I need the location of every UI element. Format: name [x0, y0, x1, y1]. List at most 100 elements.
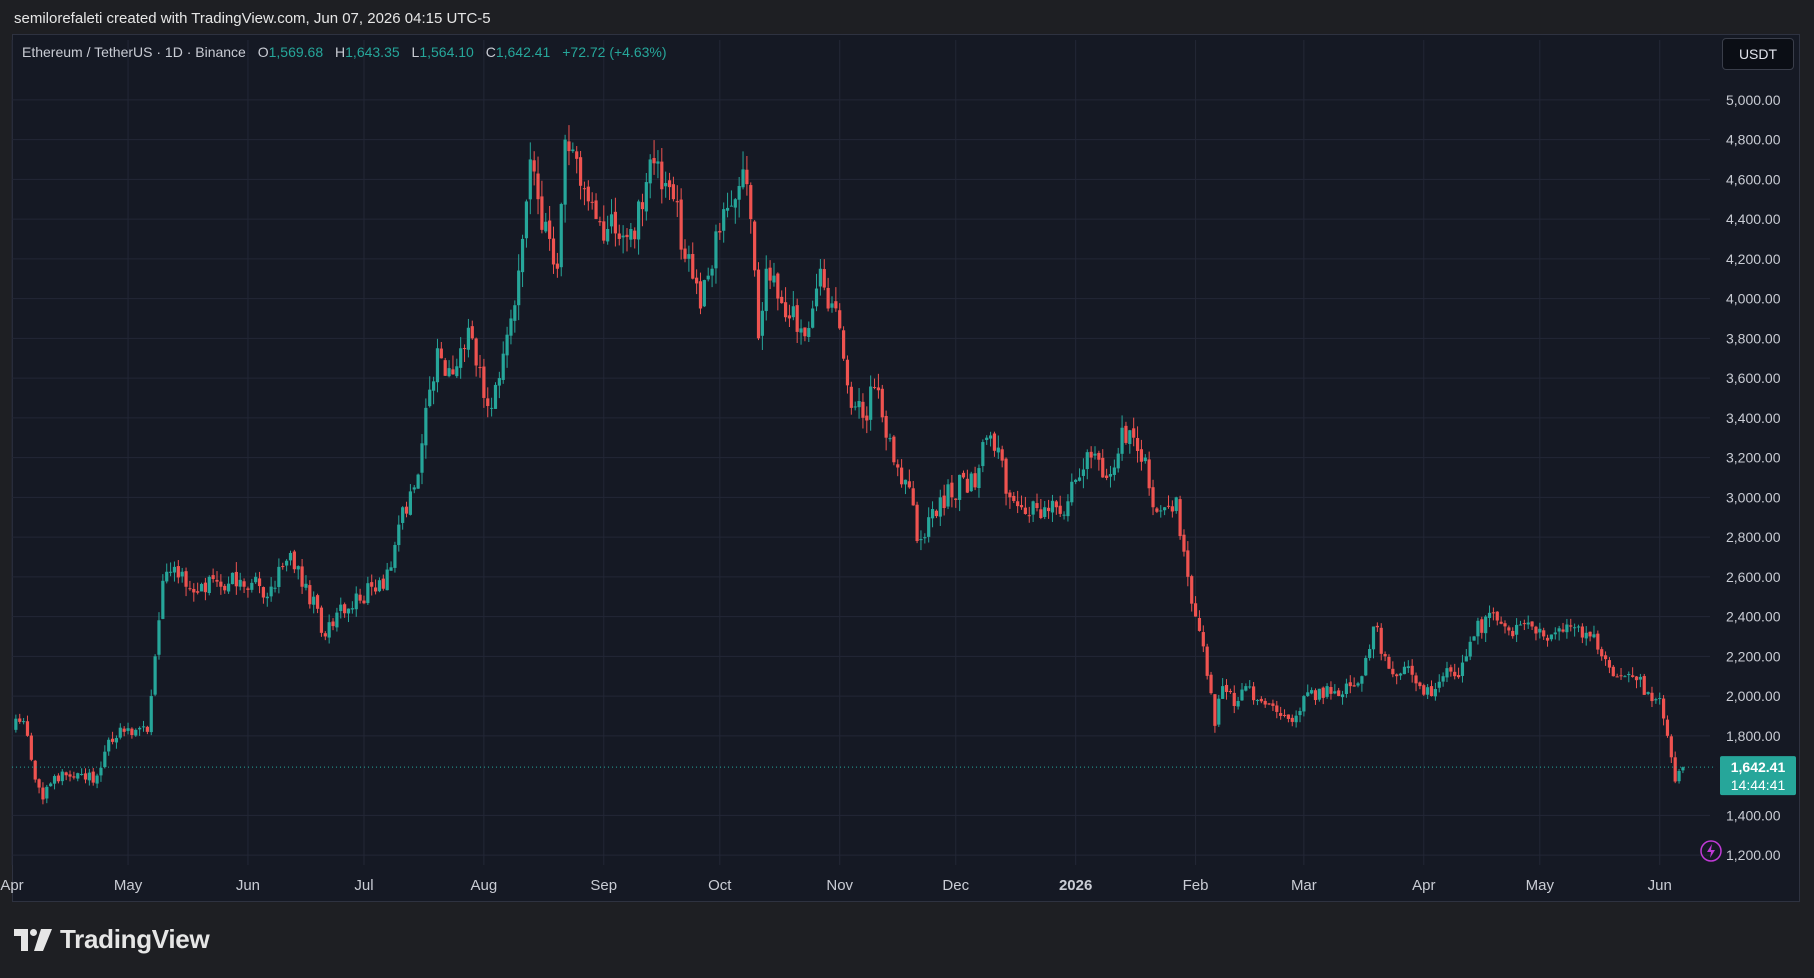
candle-body: [1302, 696, 1306, 712]
candle-body: [644, 182, 648, 212]
candle-body: [1019, 505, 1024, 508]
candle-body: [1460, 662, 1465, 676]
candle-body: [1155, 508, 1159, 512]
candle-body: [265, 596, 269, 599]
close-label: C: [485, 44, 496, 60]
candle-body: [428, 389, 432, 407]
candle-body: [149, 696, 153, 733]
attribution-text: semilorefaleti created with TradingView.…: [14, 10, 491, 27]
candle-body: [346, 608, 351, 614]
candle-body: [540, 196, 544, 230]
candle-body: [1669, 736, 1673, 758]
candle-body: [671, 184, 676, 200]
candle-body: [281, 566, 285, 568]
low-label: L: [411, 44, 420, 60]
candle-body: [698, 281, 703, 309]
candle-body: [826, 287, 830, 309]
candle-body: [1631, 675, 1635, 677]
y-tick-label: 2,800.00: [1726, 529, 1781, 545]
candle-body: [1209, 674, 1213, 694]
candle-body: [958, 474, 962, 500]
candle-body: [1255, 700, 1260, 702]
candle-body: [83, 773, 88, 780]
candle-body: [1344, 683, 1349, 694]
candle-body: [946, 484, 950, 507]
candle-body: [617, 233, 621, 239]
candle-body: [1321, 687, 1325, 698]
candle-body: [107, 739, 111, 752]
candle-body: [1035, 503, 1039, 509]
candle-body: [1182, 534, 1186, 552]
candle-body: [973, 473, 977, 488]
candle-body: [60, 771, 64, 782]
x-tick-label: Feb: [1183, 877, 1209, 894]
candle-body: [184, 571, 188, 587]
candle-body: [1186, 550, 1190, 577]
candle-body: [1677, 770, 1681, 782]
candle-body: [288, 552, 293, 561]
x-tick-label: Jul: [354, 877, 373, 894]
candle-body: [91, 771, 95, 783]
candle-body: [578, 157, 583, 186]
candle-body: [753, 221, 757, 271]
candle-body: [1008, 492, 1012, 498]
candle-body: [1275, 705, 1279, 712]
candle-body: [1561, 629, 1565, 632]
candle-body: [1576, 626, 1581, 628]
candle-body: [157, 620, 161, 655]
x-tick-label: May: [1526, 877, 1555, 894]
candle-body: [269, 586, 273, 597]
candle-body: [1298, 711, 1302, 716]
candle-body: [261, 587, 266, 598]
candle-body: [915, 504, 919, 542]
candle-body: [196, 591, 200, 593]
candle-body: [1333, 691, 1337, 694]
candle-body: [1178, 499, 1182, 537]
candle-body: [1398, 673, 1403, 676]
candle-body: [880, 388, 884, 418]
candle-body: [548, 220, 552, 239]
candle-body: [327, 622, 331, 638]
lightning-icon[interactable]: [1700, 840, 1722, 862]
candle-body: [795, 305, 799, 332]
candle-body: [1456, 675, 1461, 678]
candle-body: [528, 159, 532, 200]
candle-body: [76, 773, 80, 779]
candle-body: [138, 727, 142, 730]
candle-body: [710, 268, 714, 276]
candle-body: [354, 593, 358, 610]
candle-body: [1093, 453, 1097, 456]
candle-body: [1062, 514, 1066, 516]
candle-body: [834, 301, 838, 309]
candle-body: [1108, 474, 1113, 477]
candle-body: [1592, 634, 1596, 638]
candle-body: [292, 551, 296, 570]
candle-body: [219, 581, 223, 587]
x-tick-label: May: [114, 877, 143, 894]
candle-body: [679, 199, 683, 250]
candle-body: [1445, 668, 1449, 678]
candle-body: [1491, 612, 1495, 614]
candle-body: [227, 583, 231, 592]
x-tick-label: Apr: [1412, 877, 1435, 894]
candle-body: [331, 621, 335, 627]
candle-body: [1364, 657, 1368, 676]
candle-body: [1654, 699, 1658, 701]
candle-body: [339, 604, 343, 612]
candle-body: [1105, 475, 1109, 479]
chart-frame[interactable]: [12, 34, 1800, 902]
candle-body: [1000, 449, 1004, 461]
candle-body: [1050, 500, 1055, 513]
candle-body: [335, 612, 339, 628]
candle-body: [919, 539, 923, 541]
candle-body: [872, 387, 877, 389]
candle-body: [304, 583, 308, 588]
y-tick-label: 4,200.00: [1726, 251, 1781, 267]
candle-body: [1352, 685, 1356, 687]
candle-body: [122, 728, 126, 732]
candle-body: [478, 367, 482, 369]
currency-button[interactable]: USDT: [1722, 38, 1794, 70]
candle-body: [1310, 690, 1314, 694]
candle-body: [1661, 698, 1666, 719]
